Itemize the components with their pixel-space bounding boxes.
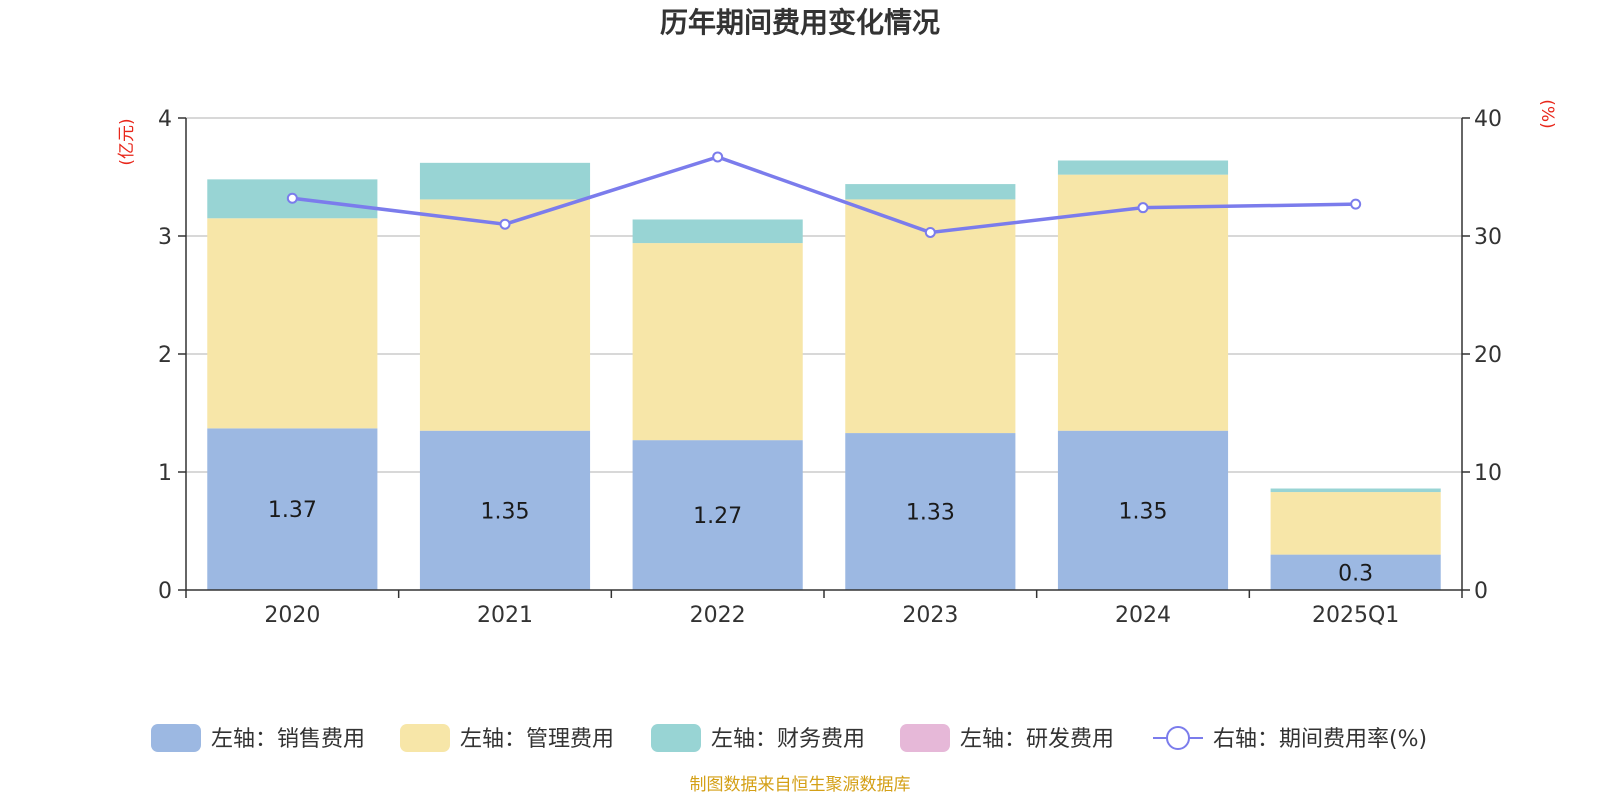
x-tick-label: 2020 bbox=[264, 603, 320, 628]
bar-value-label: 1.27 bbox=[693, 504, 742, 529]
left-axis-unit: (亿元) bbox=[117, 118, 137, 165]
source-note: 制图数据来自恒生聚源数据库 bbox=[690, 775, 911, 795]
x-tick-label: 2021 bbox=[477, 603, 533, 628]
x-tick-label: 2022 bbox=[690, 603, 746, 628]
legend-swatch bbox=[900, 724, 950, 752]
legend-label: 左轴：研发费用 bbox=[960, 727, 1114, 752]
bar-segment bbox=[1270, 488, 1441, 493]
rate-point bbox=[499, 218, 511, 230]
bar-value-label: 1.35 bbox=[481, 499, 530, 524]
bar-segment bbox=[1057, 160, 1229, 175]
legend-swatch bbox=[651, 724, 701, 752]
bar-segment bbox=[1057, 430, 1229, 590]
rate-line-path bbox=[292, 155, 1356, 235]
bars bbox=[207, 160, 1441, 590]
right-tick-label: 30 bbox=[1474, 225, 1502, 250]
legend-label: 左轴：财务费用 bbox=[711, 727, 865, 752]
bar-value-label: 0.3 bbox=[1338, 561, 1373, 586]
bar-segment bbox=[207, 218, 378, 429]
bar-segment bbox=[1057, 174, 1229, 431]
rate-line bbox=[286, 151, 1362, 238]
bar-segment bbox=[1270, 554, 1441, 590]
bar-segment bbox=[207, 428, 378, 590]
left-tick-label: 2 bbox=[158, 343, 172, 368]
left-tick-label: 3 bbox=[158, 225, 172, 250]
x-tick-label: 2023 bbox=[902, 603, 958, 628]
legend-line-marker bbox=[1166, 726, 1190, 750]
rate-point bbox=[286, 192, 298, 204]
legend-swatch bbox=[400, 724, 450, 752]
bar-segment bbox=[845, 184, 1016, 200]
x-tick-label: 2025Q1 bbox=[1312, 603, 1399, 628]
bar-segment bbox=[419, 162, 591, 200]
right-tick-label: 10 bbox=[1474, 461, 1502, 486]
bar-segment bbox=[419, 430, 591, 590]
bar-segment bbox=[419, 199, 591, 431]
right-tick-label: 40 bbox=[1474, 107, 1502, 132]
bar-segment bbox=[1270, 492, 1441, 555]
bar-segment bbox=[845, 433, 1016, 590]
gridlines bbox=[186, 117, 1462, 473]
bar-segment bbox=[632, 243, 803, 441]
legend-swatch bbox=[151, 724, 201, 752]
bar-segment bbox=[632, 440, 803, 590]
right-axis-unit: (%) bbox=[1537, 99, 1557, 128]
bar-segment bbox=[632, 219, 803, 244]
legend: 左轴：销售费用 左轴：管理费用 左轴：财务费用 左轴：研发费用 右轴：期间费用率(%) bbox=[151, 724, 1427, 752]
bar-segment bbox=[845, 199, 1016, 434]
rate-point bbox=[1137, 202, 1149, 214]
x-tick-label: 2024 bbox=[1115, 603, 1171, 628]
bar-value-label: 1.33 bbox=[906, 501, 955, 526]
legend-label: 右轴：期间费用率(%) bbox=[1213, 727, 1427, 752]
rate-point bbox=[712, 151, 724, 163]
chart-title: 历年期间费用变化情况 bbox=[660, 6, 940, 39]
left-tick-label: 4 bbox=[158, 107, 172, 132]
legend-label: 左轴：管理费用 bbox=[460, 727, 614, 752]
bar-value-label: 1.35 bbox=[1119, 499, 1168, 524]
rate-point bbox=[1350, 198, 1362, 210]
bar-value-label: 1.37 bbox=[268, 498, 317, 523]
left-tick-label: 0 bbox=[158, 579, 172, 604]
right-tick-label: 20 bbox=[1474, 343, 1502, 368]
bar-data-labels: 1.37 1.35 1.27 1.33 1.35 0.3 bbox=[268, 498, 1373, 586]
legend-label: 左轴：销售费用 bbox=[211, 727, 365, 752]
left-tick-label: 1 bbox=[158, 461, 172, 486]
rate-point bbox=[924, 226, 936, 238]
right-tick-label: 0 bbox=[1474, 579, 1488, 604]
